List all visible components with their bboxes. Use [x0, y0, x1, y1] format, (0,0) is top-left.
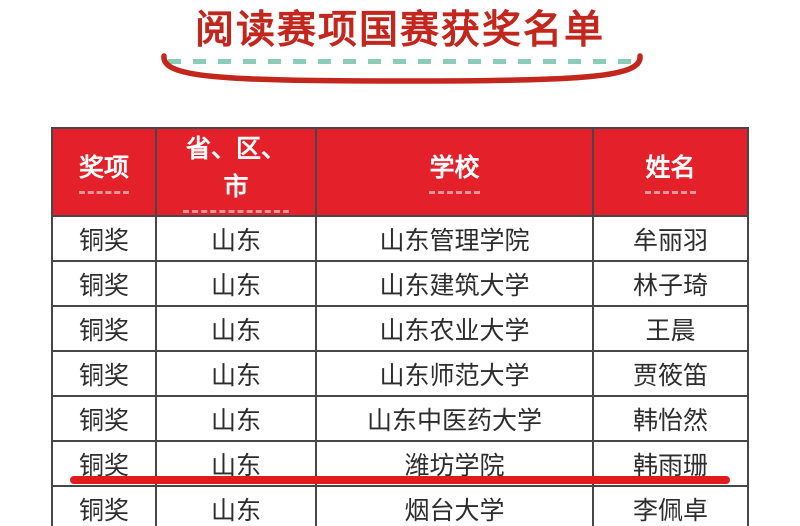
- award-cell: 铜奖: [53, 352, 157, 395]
- province-cell: 山东: [157, 262, 317, 305]
- table-row: 铜奖 山东 山东管理学院 牟丽羽: [53, 215, 747, 260]
- table-row: 铜奖 山东 烟台大学 李佩卓: [53, 485, 747, 526]
- school-cell: 烟台大学: [317, 487, 594, 526]
- name-cell: 韩雨珊: [632, 451, 708, 480]
- province-cell: 山东: [157, 307, 317, 350]
- header-award-label: 奖项: [78, 150, 129, 195]
- award-cell: 铜奖: [53, 262, 157, 305]
- header-school-label: 学校: [429, 150, 480, 195]
- award-cell: 铜奖: [53, 217, 157, 260]
- name-cell: 李佩卓: [632, 496, 708, 525]
- award-cell: 铜奖: [53, 487, 157, 526]
- province-cell: 山东: [157, 352, 317, 395]
- name-cell: 王晨: [645, 316, 696, 345]
- red-swoosh-underline-icon: [161, 53, 643, 84]
- table-row: 铜奖 山东 山东师范大学 贾筱笛: [53, 350, 747, 395]
- school-cell: 山东中医药大学: [317, 397, 594, 440]
- name-cell: 贾筱笛: [632, 361, 708, 390]
- green-dashed-line: [168, 59, 636, 64]
- red-highlight-underline: [70, 476, 730, 484]
- school-cell: 山东建筑大学: [317, 262, 594, 305]
- header-school: 学校: [317, 129, 594, 215]
- school-cell: 潍坊学院: [317, 442, 594, 485]
- province-cell: 山东: [157, 487, 317, 526]
- table-row: 铜奖 山东 山东中医药大学 韩怡然: [53, 395, 747, 440]
- table-header-row: 奖项 省、区、市 学校 姓名: [53, 129, 747, 215]
- province-cell: 山东: [157, 217, 317, 260]
- header-region: 省、区、市: [157, 129, 317, 215]
- province-cell: 山东: [157, 397, 317, 440]
- province-cell: 山东: [157, 442, 317, 485]
- header-region-label: 省、区、市: [183, 131, 289, 213]
- awards-table: 奖项 省、区、市 学校 姓名 铜奖 山东 山东管理学院 牟丽羽 铜奖 山东 山东…: [51, 127, 749, 526]
- header-name: 姓名: [594, 129, 747, 215]
- award-cell: 铜奖: [53, 307, 157, 350]
- award-cell: 铜奖: [53, 397, 157, 440]
- name-cell: 林子琦: [632, 271, 708, 300]
- name-cell: 韩怡然: [632, 406, 708, 435]
- name-cell: 牟丽羽: [632, 226, 708, 255]
- school-cell: 山东师范大学: [317, 352, 594, 395]
- school-cell: 山东管理学院: [317, 217, 594, 260]
- page-title: 阅读赛项国赛获奖名单: [194, 9, 605, 52]
- header-award: 奖项: [53, 129, 157, 215]
- header-name-label: 姓名: [645, 150, 696, 195]
- award-cell: 铜奖: [53, 442, 157, 485]
- table-row: 铜奖 山东 山东建筑大学 林子琦: [53, 260, 747, 305]
- table-row: 铜奖 山东 山东农业大学 王晨: [53, 305, 747, 350]
- school-cell: 山东农业大学: [317, 307, 594, 350]
